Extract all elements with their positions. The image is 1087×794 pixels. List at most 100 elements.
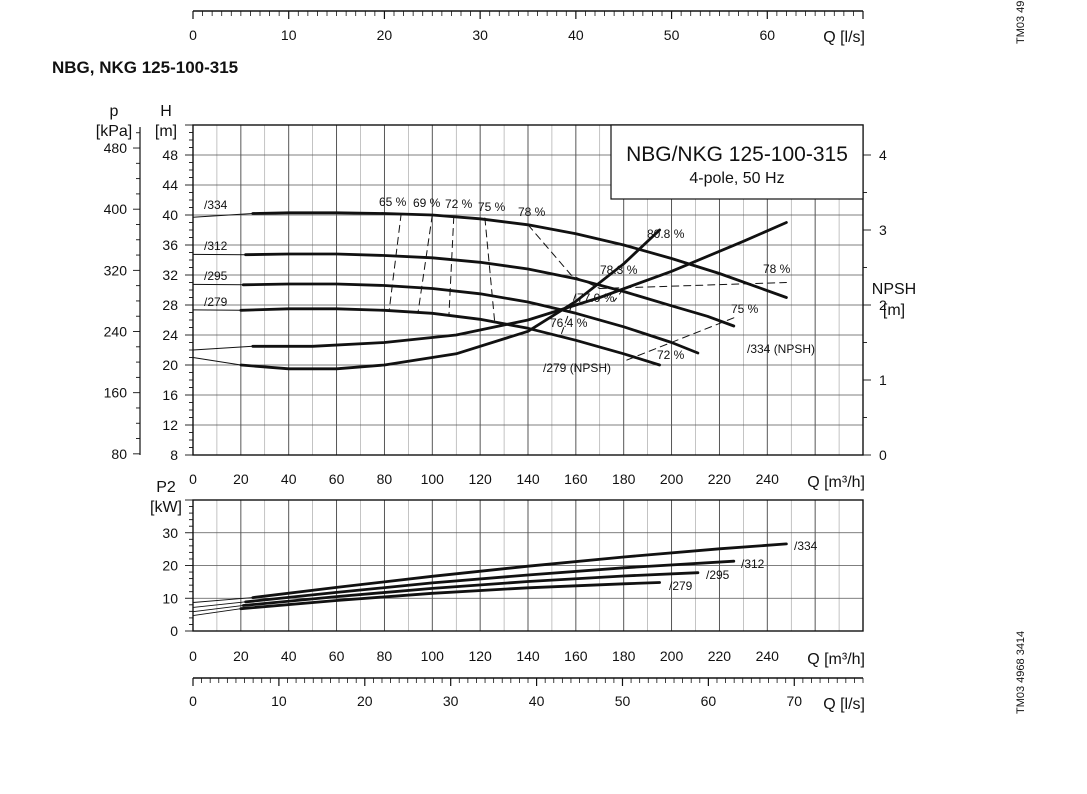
npsh-curve-label: /334 (NPSH) <box>747 342 815 356</box>
power-tick-label: 0 <box>170 623 178 639</box>
power-curve <box>251 542 788 599</box>
main-x-tick-label: 40 <box>281 471 297 487</box>
power-x-tick-label: 20 <box>233 648 249 664</box>
pressure-tick-label: 320 <box>104 262 128 278</box>
head-curve-extension <box>192 213 253 218</box>
power-axis-label: P2 <box>156 479 176 496</box>
efficiency-label: 77.0 % <box>577 291 615 305</box>
main-x-tick-label: 200 <box>660 471 684 487</box>
power-x-tick-label: 40 <box>281 648 297 664</box>
head-curve <box>241 282 700 355</box>
efficiency-label: 72 % <box>445 197 473 211</box>
head-tick-label: 24 <box>162 327 178 343</box>
chart-title-box <box>610 124 864 200</box>
main-x-tick-label: 220 <box>708 471 732 487</box>
power-x-tick-label: 80 <box>377 648 393 664</box>
main-x-tick-label: 240 <box>756 471 780 487</box>
efficiency-label: 72 % <box>657 348 685 362</box>
head-curve-label: /279 <box>204 295 228 309</box>
head-axis-label: H <box>160 103 172 120</box>
main-x-tick-label: 0 <box>189 471 197 487</box>
bottom-flow-tick-label: 50 <box>615 693 631 709</box>
efficiency-label: 78 % <box>763 262 791 276</box>
efficiency-label: 78 % <box>518 205 546 219</box>
head-curve <box>251 211 788 299</box>
power-x-axis-label: Q [m³/h] <box>807 651 865 668</box>
top-flow-tick-label: 40 <box>568 27 584 43</box>
power-tick-label: 10 <box>162 590 178 606</box>
npsh-tick-label: 3 <box>879 222 887 238</box>
head-tick-label: 36 <box>162 237 178 253</box>
power-curve-label: /295 <box>706 568 730 582</box>
power-x-tick-label: 200 <box>660 648 684 664</box>
power-curve-extension <box>192 601 246 608</box>
efficiency-iso-line <box>388 213 402 311</box>
power-curve <box>244 559 736 604</box>
head-tick-label: 20 <box>162 357 178 373</box>
efficiency-label: 80.8 % <box>647 227 685 241</box>
efficiency-iso-line <box>448 216 455 315</box>
efficiency-iso-line <box>561 293 577 334</box>
npsh-curve <box>251 221 788 348</box>
bottom-flow-tick-label: 70 <box>786 693 802 709</box>
power-x-tick-label: 120 <box>468 648 492 664</box>
power-curve-extension <box>192 608 241 617</box>
power-tick-label: 30 <box>162 525 178 541</box>
pressure-tick-label: 80 <box>111 446 127 462</box>
efficiency-iso-line <box>484 217 495 321</box>
head-tick-label: 40 <box>162 207 178 223</box>
top-flow-tick-label: 10 <box>281 27 297 43</box>
bottom-flow-tick-label: 10 <box>271 693 287 709</box>
head-tick-label: 16 <box>162 387 178 403</box>
power-curve <box>241 571 700 607</box>
chart-title: NBG/NKG 125-100-315 <box>626 143 848 166</box>
npsh-axis-unit: [m] <box>883 302 905 319</box>
bottom-flow-tick-label: 60 <box>701 693 717 709</box>
power-x-tick-label: 180 <box>612 648 636 664</box>
head-curve <box>244 252 736 328</box>
head-tick-label: 32 <box>162 267 178 283</box>
bottom-flow-tick-label: 30 <box>443 693 459 709</box>
power-x-tick-label: 160 <box>564 648 588 664</box>
main-x-tick-label: 20 <box>233 471 249 487</box>
head-curve-label: /312 <box>204 239 228 253</box>
main-x-axis-label: Q [m³/h] <box>807 474 865 491</box>
npsh-curve-extension <box>192 357 241 366</box>
power-curve-label: /312 <box>741 557 765 571</box>
head-curve-label: /295 <box>204 269 228 283</box>
npsh-curve-extension <box>192 345 253 351</box>
top-flow-tick-label: 60 <box>759 27 775 43</box>
top-flow-tick-label: 50 <box>664 27 680 43</box>
npsh-curve <box>239 228 661 371</box>
power-x-tick-label: 220 <box>708 648 732 664</box>
efficiency-iso-line <box>417 214 433 314</box>
npsh-tick-label: 1 <box>879 372 887 388</box>
power-x-tick-label: 60 <box>329 648 345 664</box>
top-flow-axis-label: Q [l/s] <box>823 29 865 46</box>
npsh-axis-label: NPSH <box>872 281 916 298</box>
power-tick-label: 20 <box>162 558 178 574</box>
efficiency-label: 65 % <box>379 195 407 209</box>
head-curve-label: /334 <box>204 198 228 212</box>
efficiency-label: 76.4 % <box>550 316 588 330</box>
main-x-tick-label: 100 <box>421 471 445 487</box>
top-flow-tick-label: 20 <box>377 27 393 43</box>
power-curve-extension <box>192 597 253 603</box>
efficiency-label: 75 % <box>731 302 759 316</box>
main-x-tick-label: 60 <box>329 471 345 487</box>
chart-subtitle: 4-pole, 50 Hz <box>689 170 784 187</box>
efficiency-iso-line <box>527 224 601 289</box>
power-x-tick-label: 140 <box>516 648 540 664</box>
power-x-tick-label: 0 <box>189 648 197 664</box>
main-x-tick-label: 80 <box>377 471 393 487</box>
pressure-tick-label: 240 <box>104 324 128 340</box>
bottom-flow-tick-label: 0 <box>189 693 197 709</box>
efficiency-label: 78.3 % <box>600 263 638 277</box>
efficiency-label: 75 % <box>478 200 506 214</box>
head-axis-unit: [m] <box>155 123 177 140</box>
npsh-curve-label: /279 (NPSH) <box>543 361 611 375</box>
bottom-flow-tick-label: 20 <box>357 693 373 709</box>
head-tick-label: 12 <box>162 417 178 433</box>
power-x-tick-label: 100 <box>421 648 445 664</box>
